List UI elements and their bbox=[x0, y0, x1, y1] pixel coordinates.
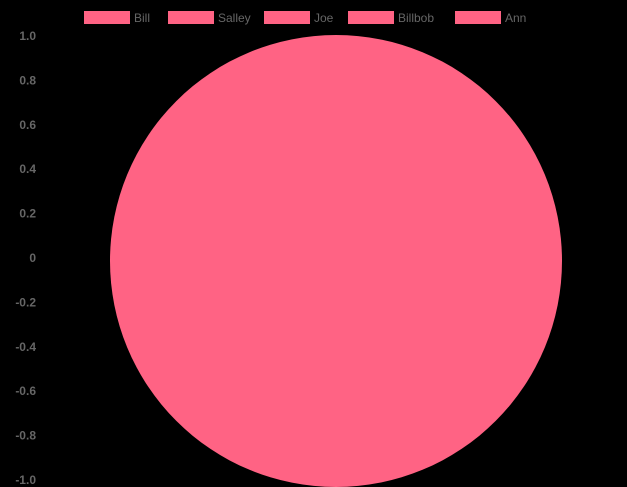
legend-label-billbob[interactable]: Billbob bbox=[398, 11, 434, 25]
y-tick-label: 0 bbox=[29, 251, 36, 265]
plot-area bbox=[110, 35, 562, 487]
legend: Bill Salley Joe Billbob Ann bbox=[84, 11, 526, 25]
y-tick-label: 0.6 bbox=[19, 118, 36, 132]
legend-swatch-joe[interactable] bbox=[264, 11, 310, 24]
y-tick-label: -0.6 bbox=[15, 384, 36, 398]
pie-slice-bill[interactable] bbox=[110, 35, 562, 487]
y-tick-label: 0.8 bbox=[19, 73, 36, 87]
legend-swatch-ann[interactable] bbox=[455, 11, 501, 24]
legend-label-salley[interactable]: Salley bbox=[218, 11, 251, 25]
legend-swatch-bill[interactable] bbox=[84, 11, 130, 24]
y-tick-label: -0.8 bbox=[15, 429, 36, 443]
y-tick-label: 0.2 bbox=[19, 207, 36, 221]
legend-swatch-billbob[interactable] bbox=[348, 11, 394, 24]
y-tick-label: -0.2 bbox=[15, 295, 36, 309]
legend-label-bill[interactable]: Bill bbox=[134, 11, 150, 25]
legend-label-joe[interactable]: Joe bbox=[314, 11, 334, 25]
y-tick-label: -1.0 bbox=[15, 473, 36, 487]
y-axis: 1.0 0.8 0.6 0.4 0.2 0 -0.2 -0.4 -0.6 -0.8 -1.0 bbox=[15, 29, 36, 487]
y-tick-label: 0.4 bbox=[19, 162, 36, 176]
legend-label-ann[interactable]: Ann bbox=[505, 11, 526, 25]
legend-swatch-salley[interactable] bbox=[168, 11, 214, 24]
y-tick-label: 1.0 bbox=[19, 29, 36, 43]
y-tick-label: -0.4 bbox=[15, 340, 36, 354]
